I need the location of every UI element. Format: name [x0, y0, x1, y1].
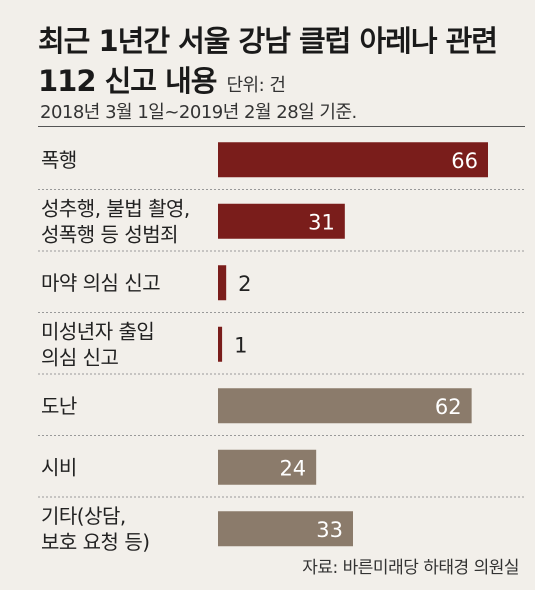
data-label: 1 — [234, 333, 247, 357]
category-label: 보호 요청 등) — [41, 530, 150, 554]
data-label: 33 — [316, 518, 343, 542]
category-label: 도난 — [41, 394, 77, 418]
category-label: 기타(상담, — [41, 504, 126, 528]
bar — [218, 142, 488, 178]
chart-title-text: 112 신고 내용 — [38, 64, 217, 98]
bar — [218, 265, 227, 301]
bar — [218, 388, 472, 424]
category-label: 마약 의심 신고 — [41, 271, 160, 295]
bar — [218, 511, 353, 547]
bar — [218, 449, 317, 485]
chart-title-line2: 112 신고 내용 단위: 건 — [38, 58, 286, 100]
category-label: 폭행 — [41, 148, 77, 172]
category-label: 의심 신고 — [41, 345, 119, 369]
data-label: 2 — [238, 272, 251, 296]
bar — [218, 326, 223, 362]
chart-title: 최근 1년간 서울 강남 클럽 아레나 관련 — [38, 24, 498, 58]
category-label: 성폭행 등 성범죄 — [41, 222, 178, 246]
data-label: 62 — [435, 395, 462, 419]
data-label: 31 — [308, 210, 335, 234]
category-label: 시비 — [41, 455, 77, 479]
category-label: 성추행, 불법 촬영, — [41, 196, 190, 220]
title-divider — [38, 126, 525, 127]
category-label: 미성년자 출입 — [41, 319, 154, 343]
data-label: 24 — [279, 456, 306, 480]
data-label: 66 — [451, 149, 478, 173]
chart-subtitle: 2018년 3월 1일~2019년 2월 28일 기준. — [40, 102, 357, 123]
unit-label: 단위: 건 — [226, 75, 286, 96]
source-note: 자료: 바른미래당 하태경 의원실 — [302, 558, 519, 578]
bar — [218, 203, 345, 239]
